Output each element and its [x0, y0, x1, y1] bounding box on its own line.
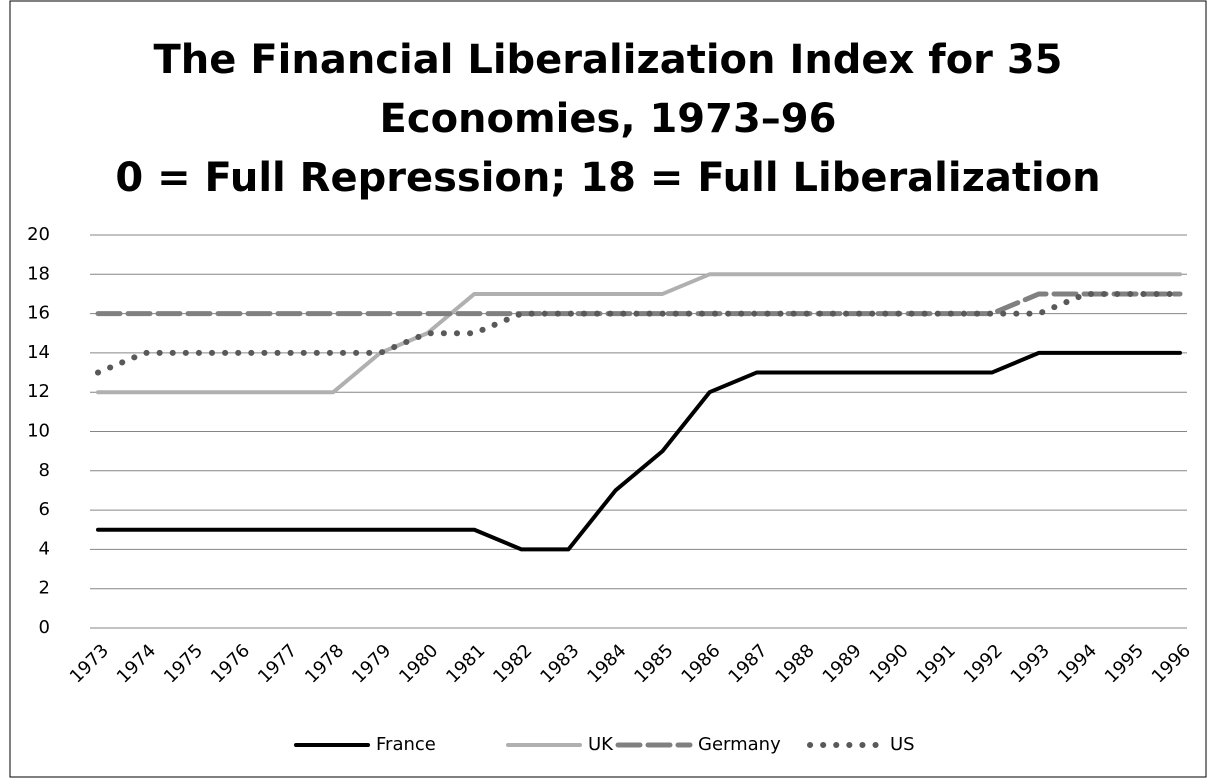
- x-tick-label: 1989: [819, 640, 866, 687]
- x-tick-label: 1995: [1101, 640, 1148, 687]
- x-tick-label: 1979: [348, 640, 395, 687]
- x-tick-label: 1991: [913, 640, 960, 687]
- y-tick-label: 18: [27, 263, 50, 284]
- legend-label: Germany: [698, 734, 781, 755]
- x-tick-label: 1982: [489, 640, 536, 687]
- x-tick-label: 1973: [66, 640, 113, 687]
- x-tick-label: 1987: [724, 640, 771, 687]
- y-tick-label: 10: [27, 421, 50, 442]
- x-tick-label: 1988: [771, 640, 818, 687]
- series-line: [96, 272, 1182, 395]
- x-tick-label: 1990: [866, 640, 913, 687]
- x-tick-label: 1980: [395, 640, 442, 687]
- chart-title: Economies, 1973–96: [380, 96, 837, 142]
- y-tick-label: 12: [27, 381, 50, 402]
- y-tick-label: 16: [27, 303, 50, 324]
- series-line: [95, 290, 1183, 376]
- chart-title: The Financial Liberalization Index for 3…: [154, 37, 1063, 83]
- y-tick-label: 0: [39, 617, 50, 638]
- x-tick-label: 1992: [960, 640, 1007, 687]
- y-tick-label: 4: [39, 538, 50, 559]
- y-tick-label: 14: [27, 342, 50, 363]
- x-tick-label: 1996: [1148, 640, 1195, 687]
- y-tick-label: 20: [27, 224, 50, 245]
- series-line: [95, 291, 1183, 317]
- chart-title: 0 = Full Repression; 18 = Full Liberaliz…: [115, 155, 1100, 201]
- y-tick-label: 8: [39, 460, 50, 481]
- series-line: [96, 350, 1182, 552]
- x-tick-label: 1983: [536, 640, 583, 687]
- x-tick-label: 1993: [1007, 640, 1054, 687]
- x-tick-label: 1986: [677, 640, 724, 687]
- y-tick-label: 2: [39, 578, 50, 599]
- x-tick-label: 1978: [301, 640, 348, 687]
- x-tick-label: 1984: [583, 640, 630, 687]
- x-tick-label: 1985: [630, 640, 677, 687]
- chart-border: [9, 0, 1207, 778]
- legend-label: France: [376, 734, 436, 755]
- x-tick-label: 1981: [442, 640, 489, 687]
- y-tick-label: 6: [39, 499, 50, 520]
- x-tick-label: 1975: [160, 640, 207, 687]
- legend-label: US: [890, 734, 915, 755]
- x-tick-label: 1976: [207, 640, 254, 687]
- legend-label: UK: [588, 734, 614, 755]
- x-tick-label: 1994: [1054, 640, 1101, 687]
- x-tick-label: 1977: [254, 640, 301, 687]
- x-tick-label: 1974: [113, 640, 160, 687]
